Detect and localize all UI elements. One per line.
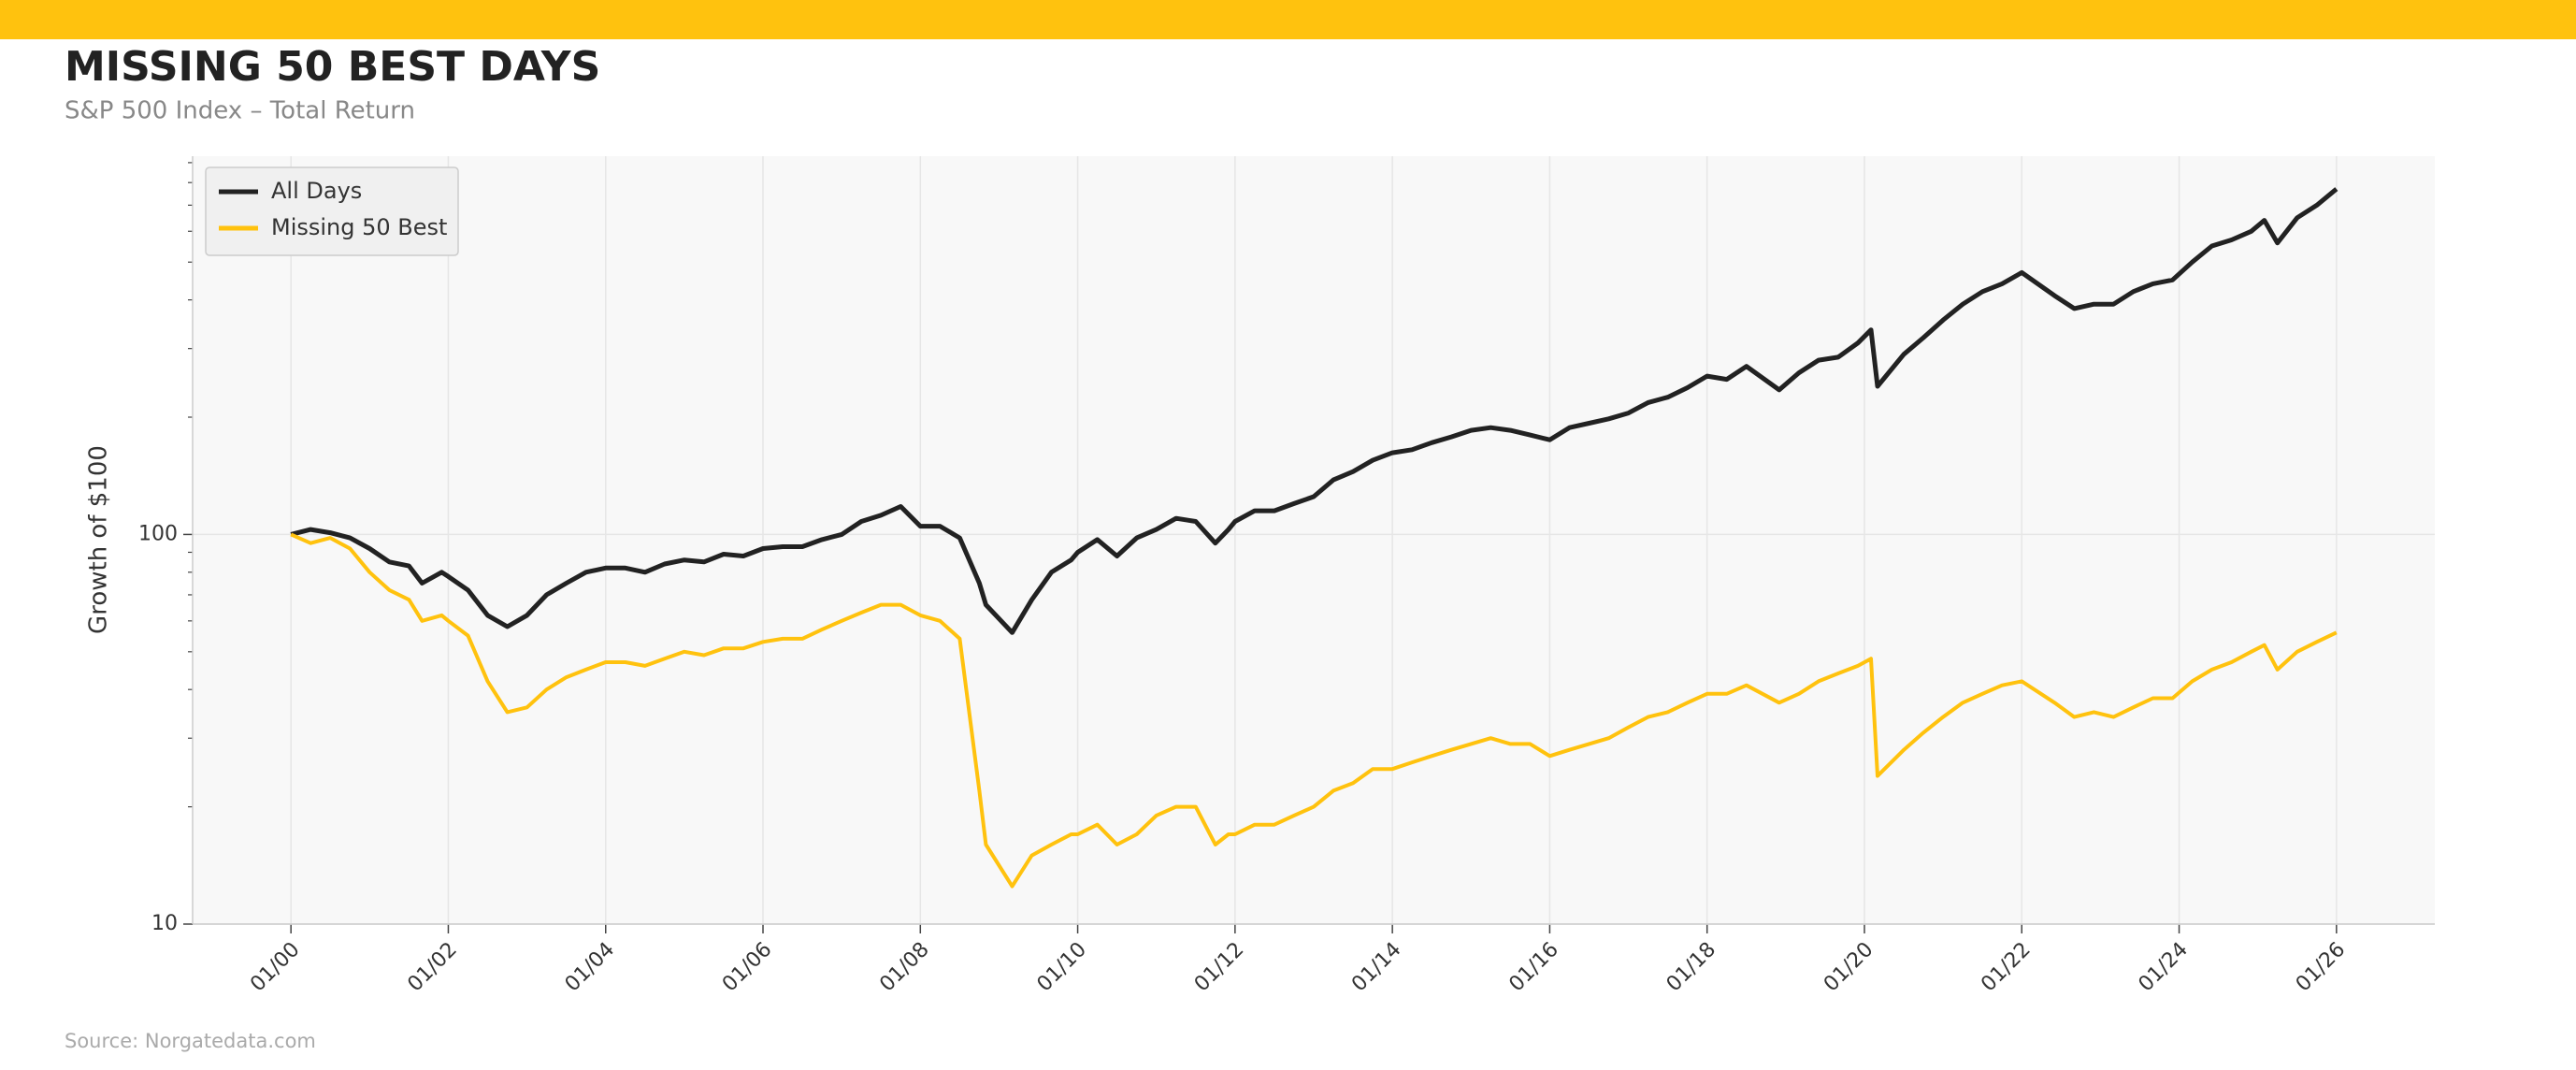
- series-line: [290, 532, 2338, 889]
- x-tick-label: 01/00: [246, 938, 305, 997]
- x-tick-label: 01/12: [1190, 938, 1249, 997]
- x-tick-label: 01/20: [1820, 938, 1878, 997]
- x-tick-label: 01/26: [2292, 938, 2351, 997]
- x-tick-label: 01/04: [561, 938, 620, 997]
- x-tick-label: 01/06: [718, 938, 777, 997]
- chart-title: MISSING 50 BEST DAYS: [65, 43, 600, 91]
- x-tick-label: 01/22: [1977, 938, 2036, 997]
- x-tick-label: 01/14: [1347, 938, 1406, 997]
- x-tick-label: 01/10: [1033, 938, 1092, 997]
- chart-subtitle: S&P 500 Index – Total Return: [65, 97, 415, 125]
- y-tick-label: 100: [138, 522, 178, 545]
- series-line: [290, 187, 2339, 635]
- legend-box: [205, 166, 459, 256]
- x-tick-label: 01/24: [2135, 938, 2194, 997]
- legend-label: All Days: [271, 178, 362, 204]
- y-tick-label: 10: [151, 912, 178, 935]
- plot-background: [193, 156, 2435, 924]
- y-axis-label: Growth of $100: [85, 445, 113, 634]
- x-tick-label: 01/18: [1662, 938, 1721, 997]
- x-tick-label: 01/16: [1504, 938, 1563, 997]
- source: Source: Norgatedata.com: [65, 1030, 316, 1052]
- x-tick-label: 01/02: [403, 938, 462, 997]
- x-tick-label: 01/08: [875, 938, 934, 997]
- legend-label: Missing 50 Best: [271, 214, 447, 240]
- top-bar: [0, 0, 2576, 39]
